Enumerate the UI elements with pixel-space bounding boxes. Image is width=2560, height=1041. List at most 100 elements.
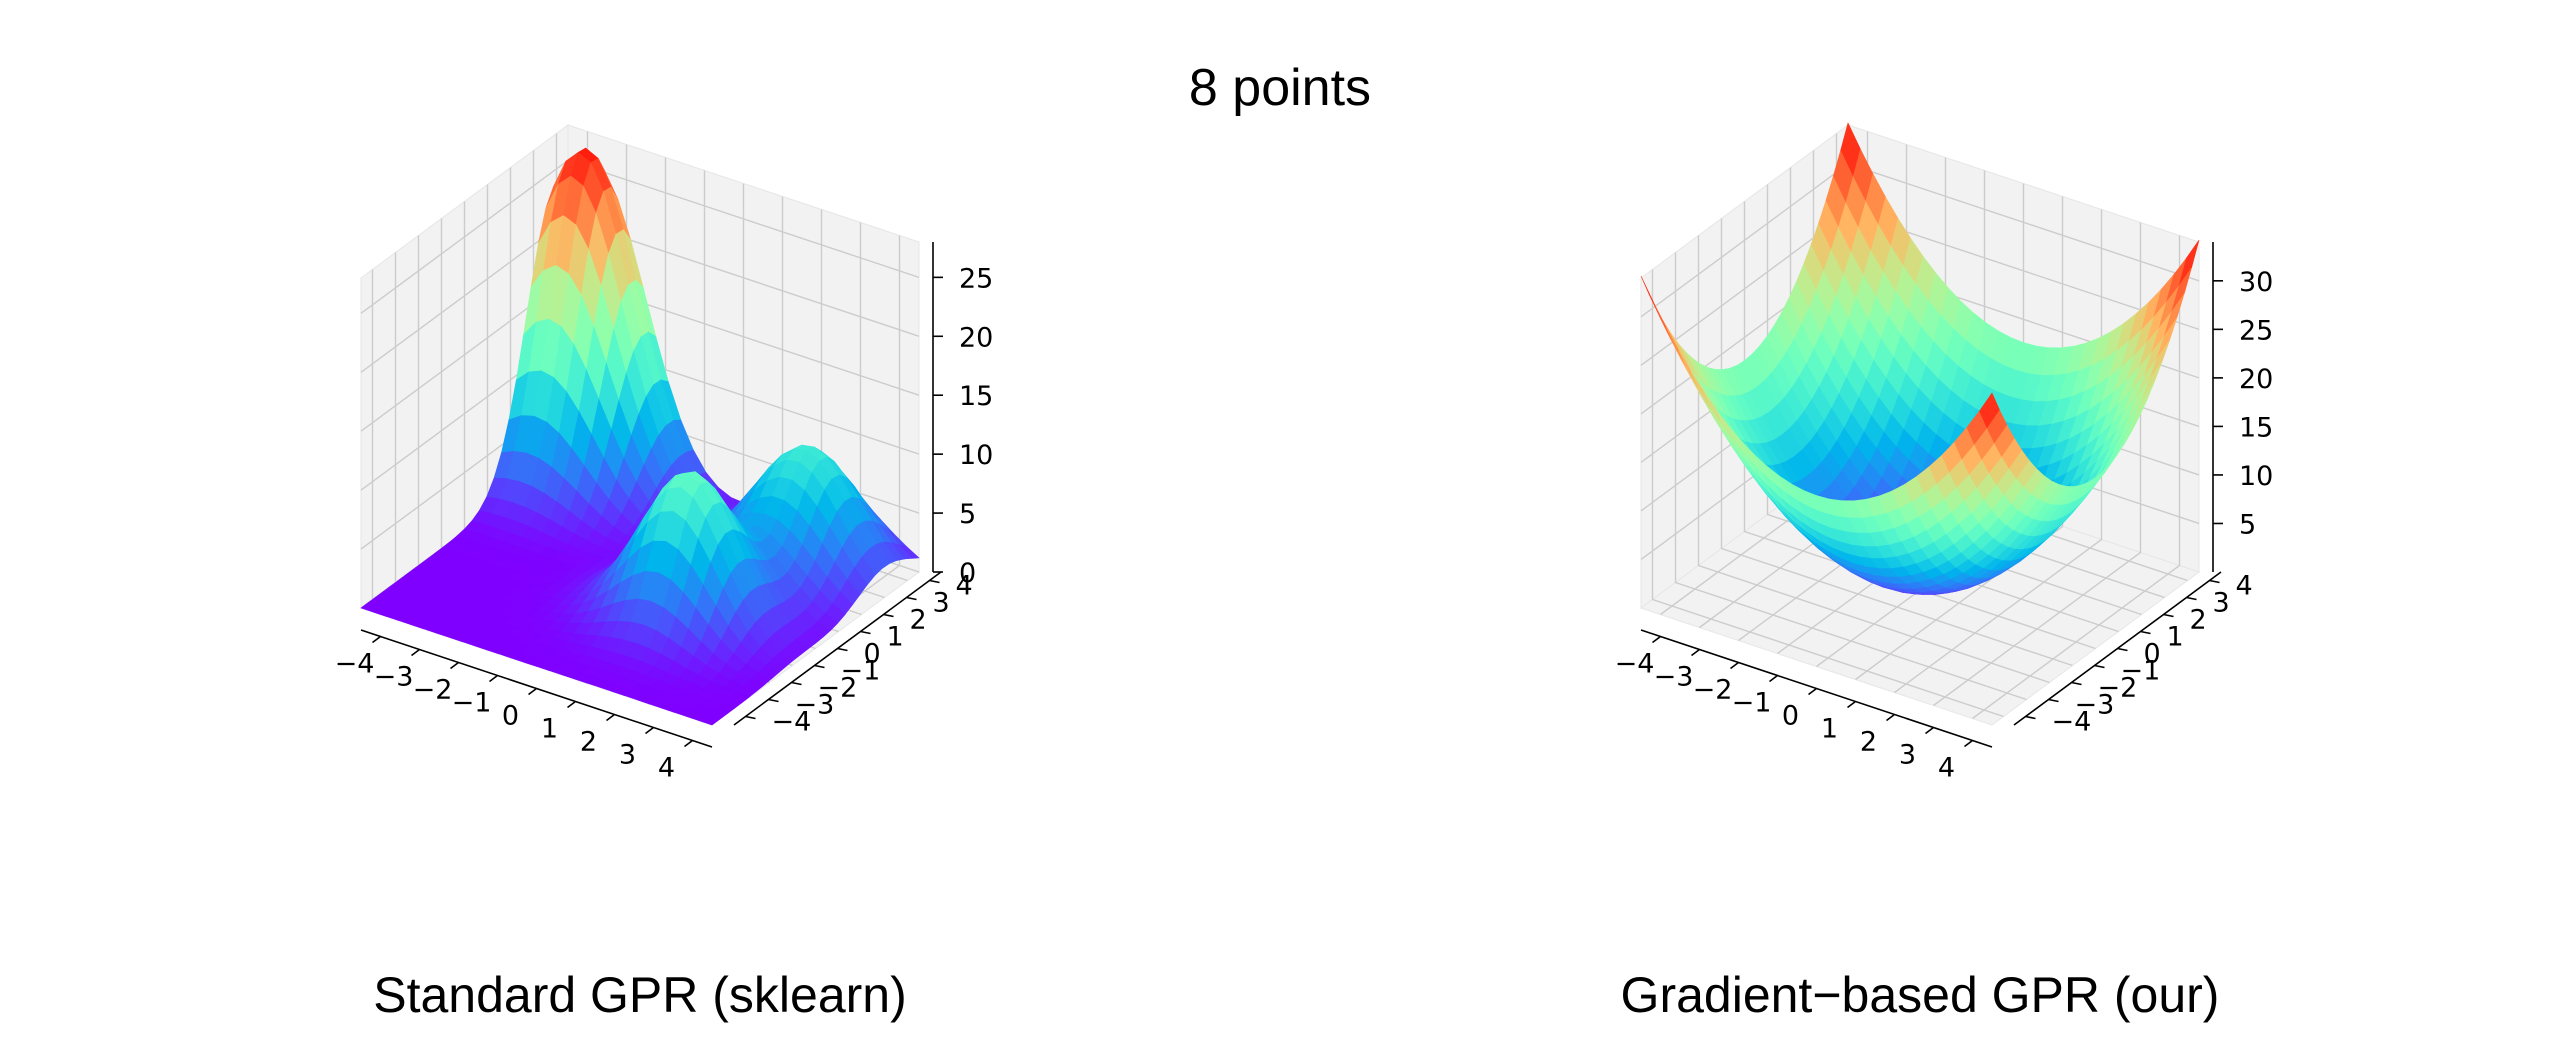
surface-patch <box>698 714 721 726</box>
y-tick <box>768 698 779 703</box>
y-tick <box>2117 647 2128 652</box>
surface-patch <box>1979 392 2000 429</box>
x-tick-label: −1 <box>1732 688 1772 719</box>
z-tick-label: 10 <box>2239 461 2273 492</box>
y-tick <box>745 715 756 720</box>
y-tick <box>2163 613 2174 618</box>
y-tick-label: −4 <box>772 707 812 738</box>
z-tick-label: 30 <box>2239 267 2273 298</box>
x-tick-label: −4 <box>335 649 375 680</box>
y-grid-line <box>1697 235 2050 684</box>
x-tick-label: 4 <box>658 753 675 784</box>
y-tick-label: 2 <box>2190 605 2207 636</box>
x-tick <box>1769 674 1778 683</box>
y-tick <box>2048 698 2059 703</box>
x-tick-label: −2 <box>413 675 453 706</box>
x-tick-label: 0 <box>1782 701 1799 732</box>
y-grid-line <box>1720 218 2073 667</box>
y-tick-label: 3 <box>933 588 950 619</box>
x-tick <box>684 739 693 748</box>
z-tick-label: 10 <box>959 440 993 471</box>
x-tick-label: −3 <box>1654 662 1694 693</box>
y-tick <box>791 681 802 686</box>
right-plot-title: Gradient−based GPR (our) <box>1620 967 2220 1023</box>
z-tick-label: 20 <box>959 322 993 353</box>
y-tick <box>2186 596 2197 601</box>
x-tick-label: −3 <box>374 662 414 693</box>
x-tick-label: 1 <box>541 714 558 745</box>
z-tick-label: 25 <box>959 263 993 294</box>
y-tick <box>837 647 848 652</box>
y-tick <box>2025 715 2036 720</box>
y-tick <box>814 664 825 669</box>
x-tick-label: 4 <box>1938 753 1955 784</box>
y-tick-label: −4 <box>2052 707 2092 738</box>
y-tick-label: 0 <box>864 639 881 670</box>
y-tick <box>860 630 871 635</box>
z-tick-label: 25 <box>2239 315 2273 346</box>
z-tick-label: 5 <box>2239 509 2256 540</box>
y-tick <box>883 613 894 618</box>
y-grid-line <box>1674 252 2027 701</box>
y-tick-label: −2 <box>818 673 858 704</box>
y-tick-label: −3 <box>795 690 835 721</box>
y-tick-label: 1 <box>2167 622 2184 653</box>
x-tick-label: 3 <box>619 740 636 771</box>
y-tick-label: 2 <box>910 605 927 636</box>
y-tick <box>906 596 917 601</box>
x-grid-line <box>1855 196 2064 681</box>
x-tick <box>606 713 615 722</box>
x-tick <box>489 674 498 683</box>
x-tick-label: −1 <box>452 688 492 719</box>
y-grid-line <box>1743 201 2096 650</box>
x-tick <box>1847 700 1856 709</box>
z-tick-label: 15 <box>2239 412 2273 443</box>
y-tick <box>929 579 940 584</box>
x-tick <box>1808 687 1817 696</box>
x-tick-label: −2 <box>1693 675 1733 706</box>
x-tick <box>372 635 381 644</box>
x-tick <box>1964 739 1973 748</box>
y-tick-label: −1 <box>2121 656 2161 687</box>
x-tick-label: 3 <box>1899 740 1916 771</box>
y-grid-line <box>1651 269 2004 718</box>
x-grid-line <box>1894 209 2103 694</box>
x-tick <box>1652 635 1661 644</box>
x-tick <box>1886 713 1895 722</box>
left-plot-title: Standard GPR (sklearn) <box>373 967 907 1023</box>
y-tick-label: −2 <box>2098 673 2138 704</box>
y-tick <box>2140 630 2151 635</box>
x-tick <box>567 700 576 709</box>
x-tick-label: 0 <box>502 701 519 732</box>
x-tick <box>1730 661 1739 670</box>
figure-title: 8 points <box>1188 59 1372 117</box>
surface <box>1640 122 2200 595</box>
y-tick-label: 0 <box>2144 639 2161 670</box>
z-tick-label: 15 <box>959 381 993 412</box>
axes <box>1640 242 2223 748</box>
x-tick <box>1925 726 1934 735</box>
y-tick <box>2071 681 2082 686</box>
y-grid-line <box>1766 184 2119 633</box>
y-tick <box>2094 664 2105 669</box>
y-tick-label: 4 <box>2236 571 2253 602</box>
x-tick-label: −4 <box>1615 649 1655 680</box>
x-tick-label: 1 <box>1821 714 1838 745</box>
x-tick <box>645 726 654 735</box>
x-tick <box>411 648 420 657</box>
x-tick-label: 2 <box>580 727 597 758</box>
z-tick-label: 0 <box>959 558 976 589</box>
y-tick-label: −1 <box>841 656 881 687</box>
x-tick-label: 2 <box>1860 727 1877 758</box>
z-tick-label: 5 <box>959 499 976 530</box>
y-tick-label: 1 <box>887 622 904 653</box>
x-grid-line <box>1972 235 2181 720</box>
y-tick-label: −3 <box>2075 690 2115 721</box>
y-tick <box>2209 579 2220 584</box>
x-tick <box>450 661 459 670</box>
x-tick <box>528 687 537 696</box>
surface <box>360 147 920 726</box>
